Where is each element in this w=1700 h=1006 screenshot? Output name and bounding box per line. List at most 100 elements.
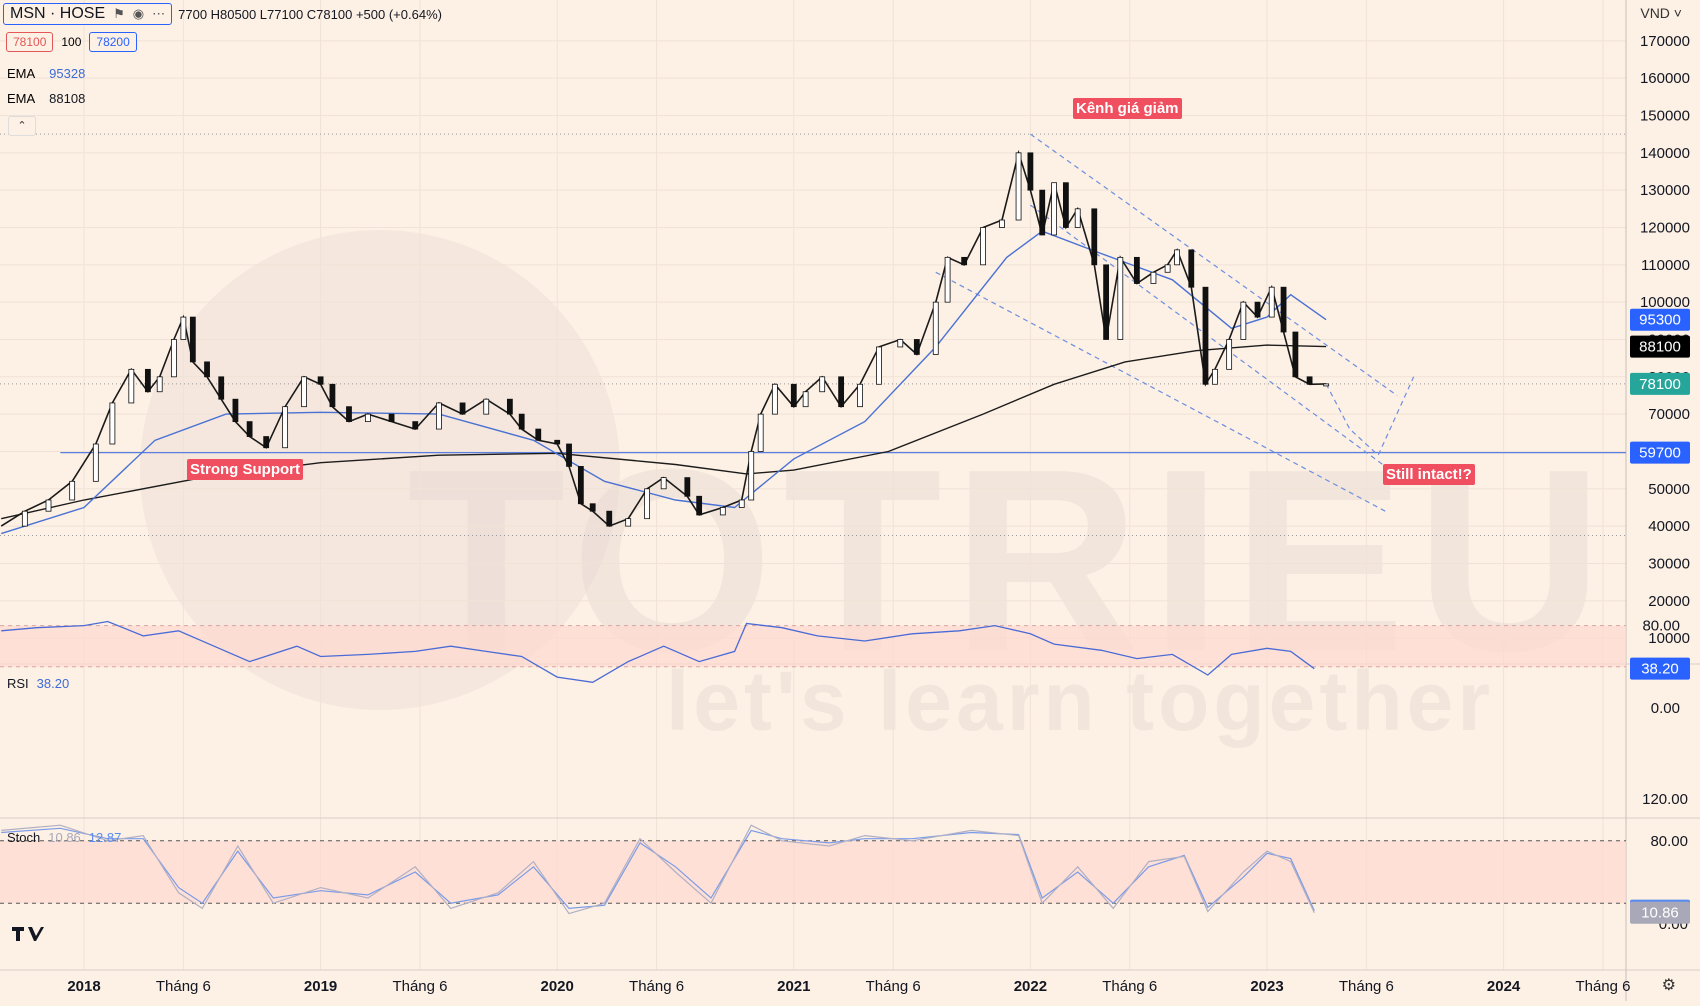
symbol-box[interactable]: MSN · HOSE ⚑ ◉ ⋯ bbox=[3, 3, 173, 25]
tradingview-logo-icon[interactable] bbox=[10, 924, 44, 944]
stoch-tag-bg bbox=[1630, 901, 1690, 924]
chevron-up-icon[interactable]: ⌃ bbox=[8, 116, 36, 136]
price-candle bbox=[961, 256, 968, 266]
price-tag-bg bbox=[1630, 372, 1690, 395]
eye-icon[interactable]: ◉ bbox=[132, 6, 145, 21]
price-tick-label: 20000 bbox=[1648, 593, 1690, 610]
price-candle bbox=[589, 503, 596, 512]
time-tick-label: Tháng 6 bbox=[866, 978, 921, 995]
price-candle bbox=[771, 383, 778, 415]
price-candle bbox=[1188, 249, 1195, 288]
price-tick-label: 170000 bbox=[1640, 33, 1690, 50]
price-tick-label: 130000 bbox=[1640, 182, 1690, 199]
ema-label: EMA bbox=[7, 91, 36, 106]
price-candle bbox=[189, 316, 196, 363]
time-tick-label: 2019 bbox=[304, 978, 337, 995]
price-tick-label: 50000 bbox=[1648, 481, 1690, 498]
price-candle bbox=[554, 439, 561, 445]
price-candle bbox=[1254, 301, 1261, 318]
price-candle bbox=[435, 402, 442, 430]
annotation-support[interactable]: Strong Support bbox=[187, 459, 303, 480]
spread-value: 100 bbox=[61, 35, 82, 49]
price-candle bbox=[21, 510, 28, 527]
ema-value: 95328 bbox=[49, 66, 86, 81]
ohlc-values: 7700 H80500 L77100 C78100 +500 (+0.64%) bbox=[178, 6, 442, 22]
price-tag: 95300 bbox=[1639, 312, 1681, 329]
price-candle bbox=[1150, 271, 1157, 284]
stoch-label: Stoch bbox=[7, 830, 41, 845]
price-tick-label: 120000 bbox=[1640, 219, 1690, 236]
price-candle bbox=[838, 376, 845, 408]
stoch-tick-label: 80.00 bbox=[1650, 833, 1688, 850]
price-candle bbox=[644, 488, 651, 520]
time-tick-label: Tháng 6 bbox=[1339, 978, 1394, 995]
price-candle bbox=[365, 413, 371, 423]
stoch-d-line bbox=[1, 827, 1315, 911]
price-candle bbox=[301, 376, 307, 408]
stoch-d-value: 12.87 bbox=[88, 830, 122, 845]
sell-button[interactable]: 78100 bbox=[6, 32, 54, 52]
time-tick-label: 2020 bbox=[541, 978, 574, 995]
price-candle bbox=[566, 443, 572, 467]
rsi-tag: 38.20 bbox=[1641, 661, 1679, 678]
price-candle bbox=[980, 227, 986, 266]
price-candle bbox=[329, 383, 336, 408]
price-candle bbox=[518, 413, 525, 430]
price-candle bbox=[1323, 383, 1330, 387]
annotation-channel[interactable]: Kênh giá giảm bbox=[1073, 98, 1182, 119]
price-tick-label: 30000 bbox=[1648, 555, 1690, 572]
price-candle bbox=[606, 510, 613, 527]
price-candle bbox=[1091, 208, 1098, 266]
price-candle bbox=[684, 477, 691, 497]
price-candle bbox=[171, 339, 177, 378]
price-candle bbox=[459, 402, 466, 415]
symbol-name[interactable]: MSN · HOSE bbox=[10, 5, 106, 22]
more-icon[interactable]: ⋯ bbox=[152, 6, 166, 21]
price-candle bbox=[317, 376, 324, 385]
gear-icon[interactable]: ⚙ bbox=[1661, 977, 1676, 994]
buy-button[interactable]: 78200 bbox=[89, 32, 137, 52]
price-candle bbox=[263, 436, 270, 449]
annotation-intact[interactable]: Still intact!? bbox=[1383, 464, 1475, 485]
watermark-logo-icon bbox=[140, 230, 620, 710]
price-tick-label: 40000 bbox=[1648, 518, 1690, 535]
price-candle bbox=[999, 219, 1005, 228]
time-tick-label: Tháng 6 bbox=[1575, 978, 1630, 995]
time-tick-label: Tháng 6 bbox=[1102, 978, 1157, 995]
trade-buttons: 78100 100 78200 bbox=[6, 32, 137, 52]
ema-legend-1[interactable]: EMA 95328 bbox=[7, 66, 85, 81]
price-tag-bg bbox=[1630, 308, 1690, 331]
stoch-legend[interactable]: Stoch 10.86 12.87 bbox=[7, 830, 121, 845]
price-candle bbox=[246, 421, 253, 437]
price-candle bbox=[857, 383, 863, 408]
price-candle bbox=[819, 376, 826, 393]
ema-legend-2[interactable]: EMA 88108 bbox=[7, 91, 85, 106]
stoch-k-value: 10.86 bbox=[48, 830, 81, 845]
price-candle bbox=[1117, 256, 1124, 340]
rsi-legend[interactable]: RSI 38.20 bbox=[7, 676, 69, 691]
channel-line-lower bbox=[935, 271, 1386, 512]
price-candle bbox=[876, 346, 882, 385]
price-candle bbox=[388, 413, 395, 423]
rsi-band bbox=[0, 625, 1626, 667]
rsi-label: RSI bbox=[7, 676, 29, 691]
rsi-value: 38.20 bbox=[36, 676, 70, 691]
price-candle bbox=[109, 402, 116, 445]
flag-icon[interactable]: ⚑ bbox=[113, 6, 125, 21]
price-candle bbox=[1103, 264, 1110, 340]
price-candle bbox=[180, 316, 187, 340]
stoch-k-line bbox=[1, 824, 1315, 915]
price-candle bbox=[1164, 264, 1171, 273]
time-tick-label: 2024 bbox=[1487, 978, 1521, 995]
watermark-slogan: let's learn together bbox=[666, 654, 1494, 748]
price-candle bbox=[1062, 182, 1069, 228]
currency-selector[interactable]: VND ˅ bbox=[1640, 5, 1682, 21]
price-candle bbox=[913, 339, 920, 355]
price-tick-label: 110000 bbox=[1641, 257, 1690, 274]
price-candle bbox=[625, 518, 632, 527]
rsi-tag-bg bbox=[1630, 657, 1690, 680]
price-tick-label: 70000 bbox=[1648, 406, 1690, 423]
price-candle bbox=[790, 383, 797, 408]
